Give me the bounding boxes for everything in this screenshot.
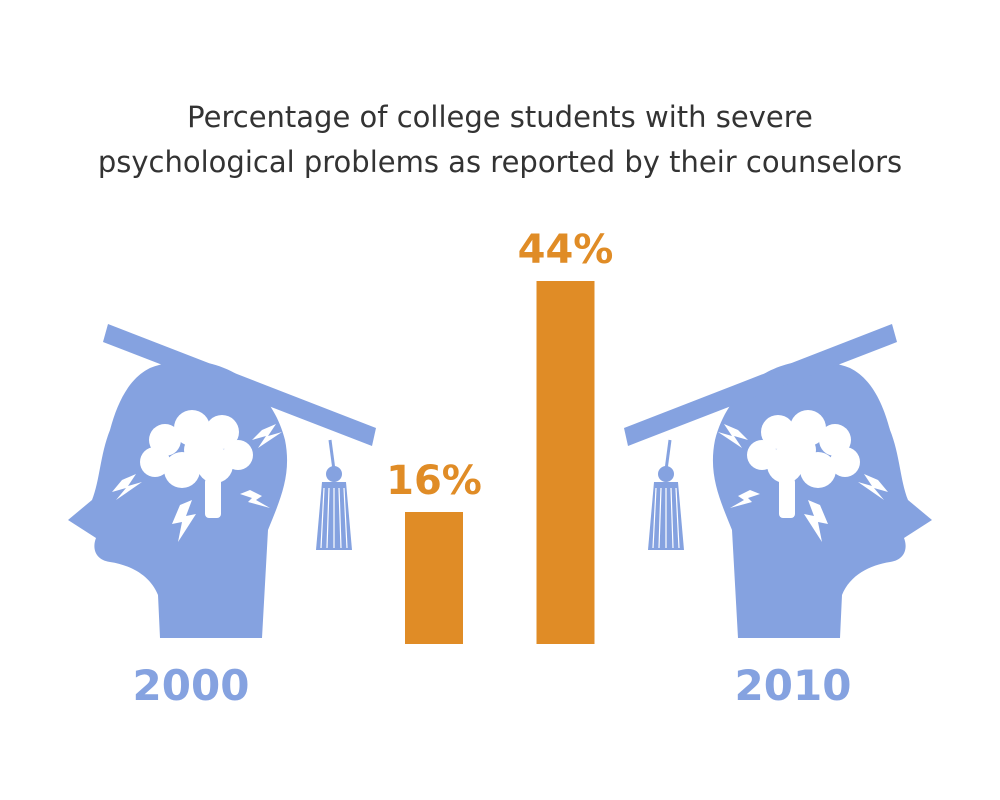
head-icon [66, 322, 378, 640]
bar [405, 512, 463, 644]
category-label: 2010 [735, 661, 852, 710]
head-icon [622, 322, 934, 640]
bar [536, 281, 595, 644]
category-label: 2000 [133, 661, 250, 710]
chart-title: psychological problems as reported by th… [98, 145, 902, 179]
chart-title: Percentage of college students with seve… [187, 100, 813, 134]
value-label: 44% [518, 227, 614, 273]
value-label: 16% [386, 458, 482, 504]
